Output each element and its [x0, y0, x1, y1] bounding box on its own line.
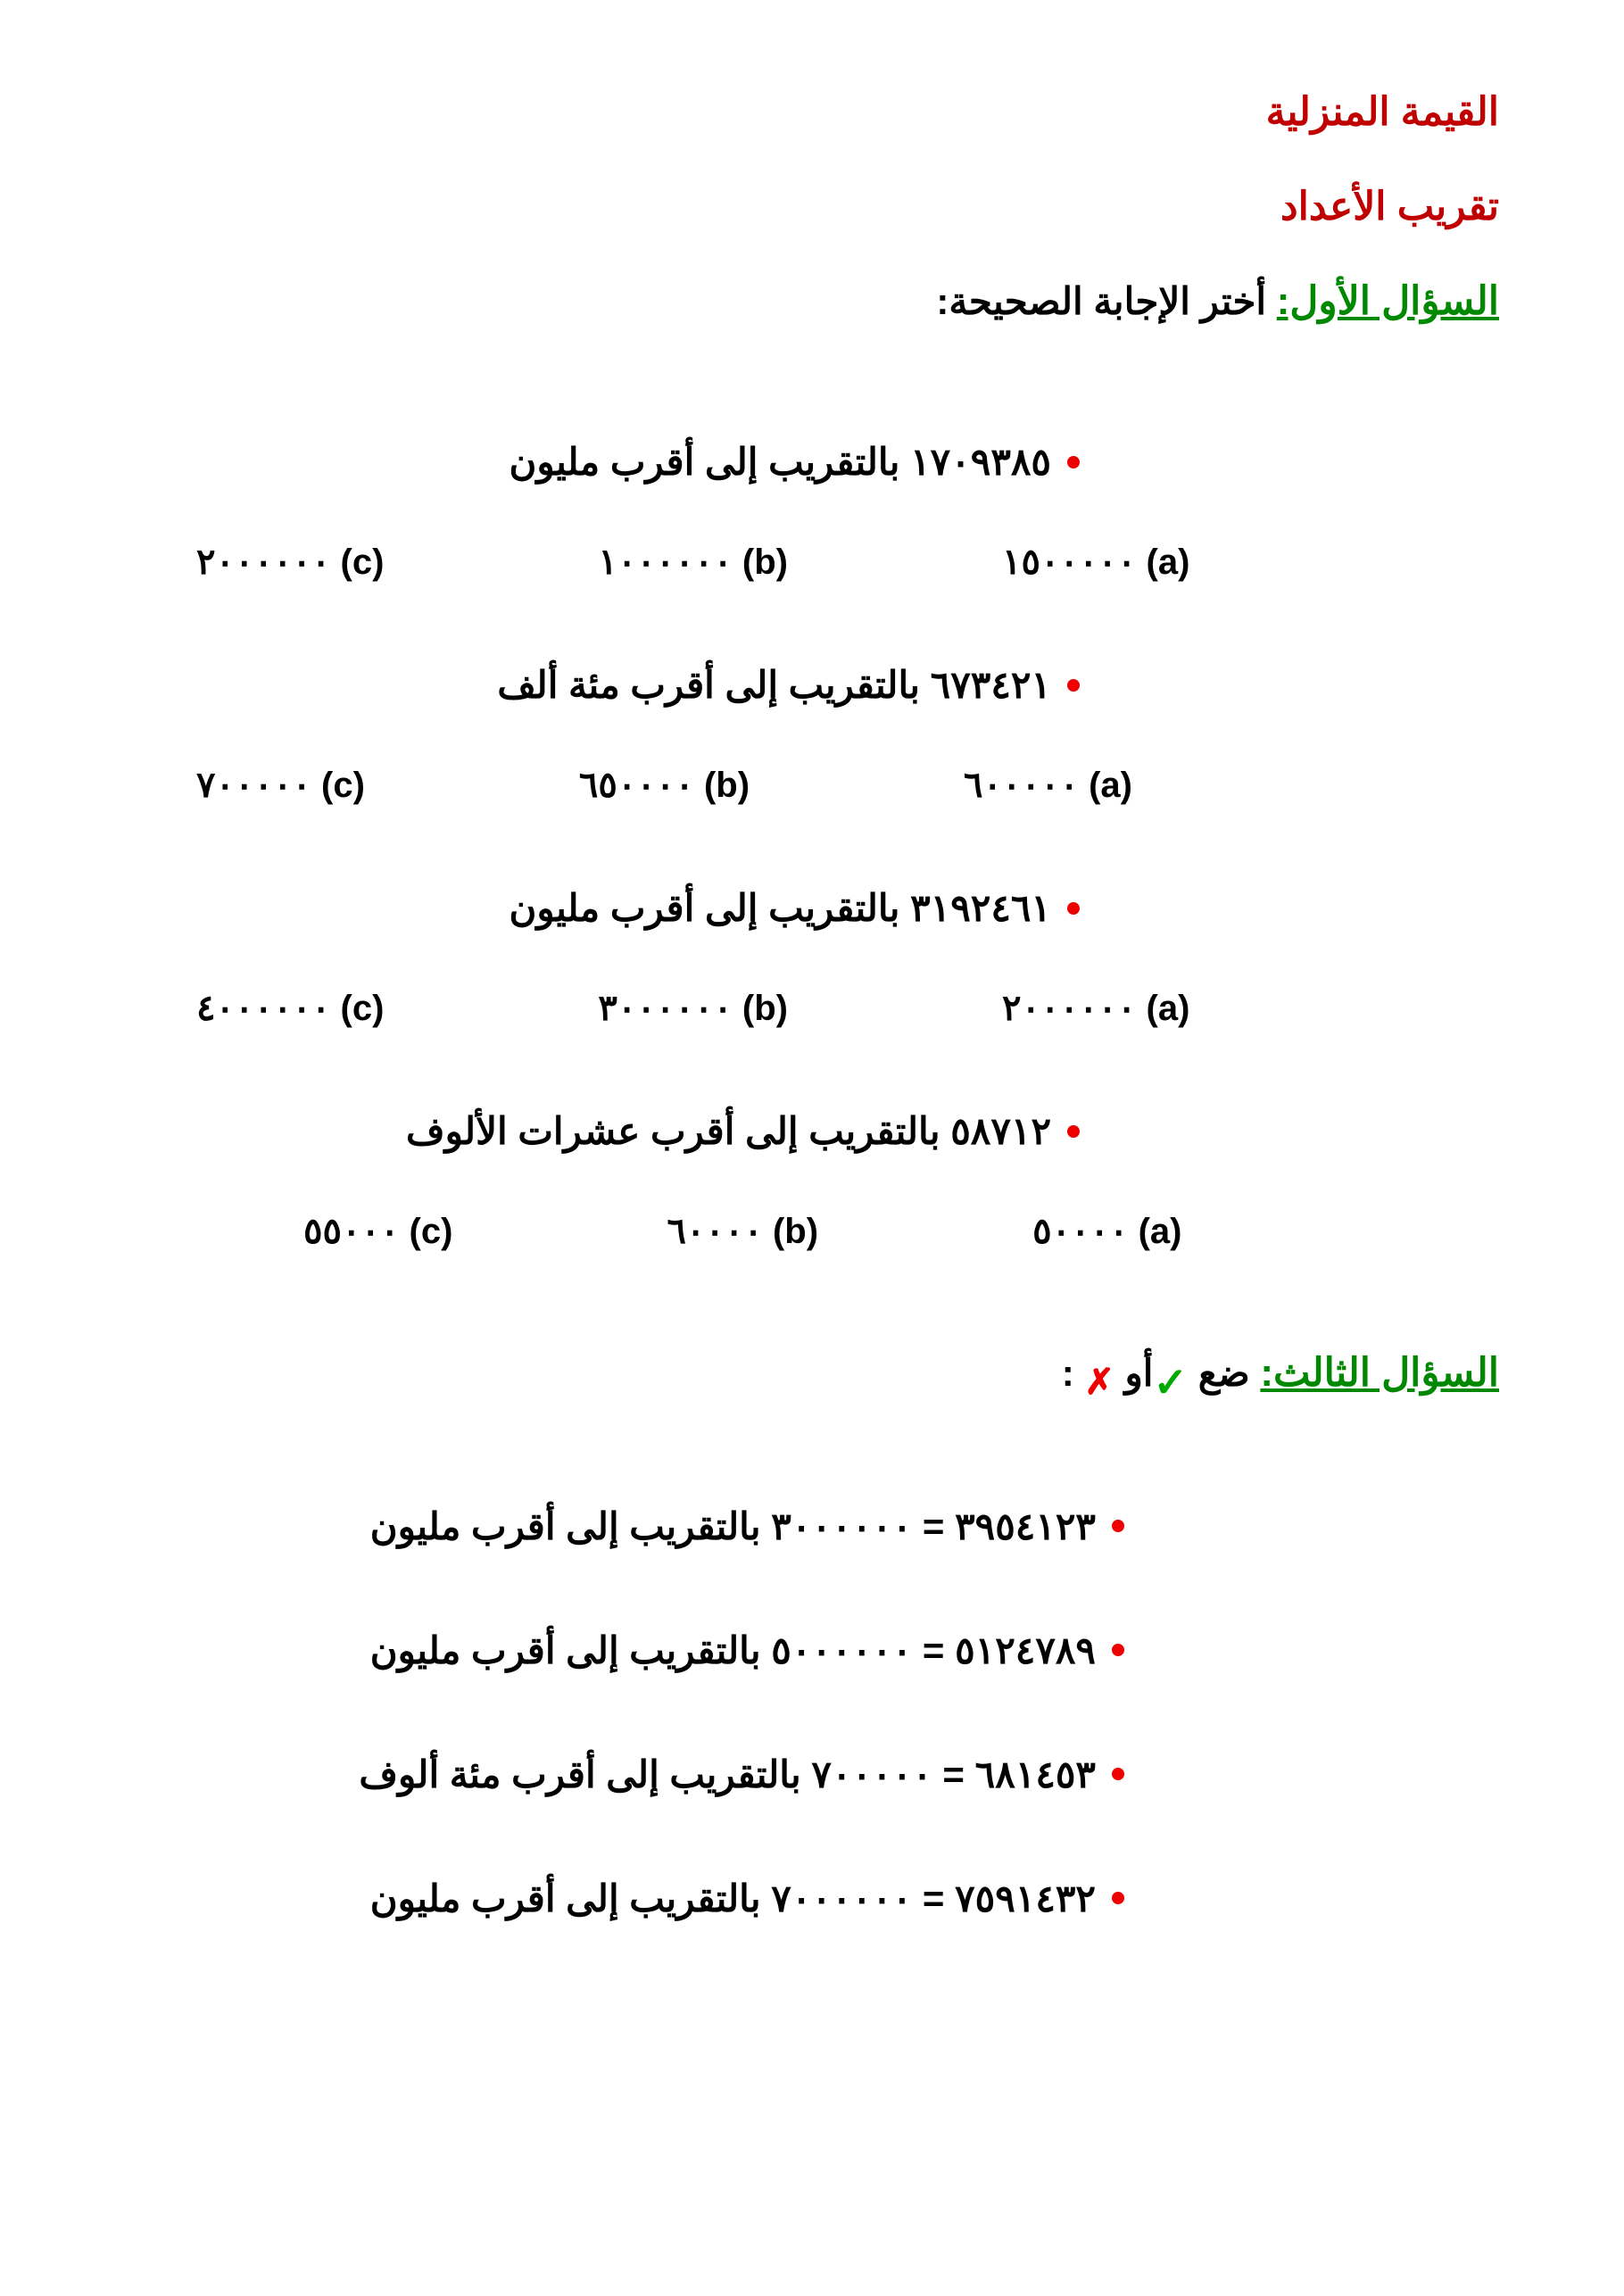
cross-icon: ✗ [1084, 1362, 1114, 1403]
q1-item-3-options: ٤٠٠٠٠٠٠ (c) ٣٠٠٠٠٠٠ (b) ٢٠٠٠٠٠٠ (a) [196, 988, 1356, 1029]
q1-i2-opt-b: ٦٥٠٠٠٠ (b) [579, 765, 750, 806]
q3-item-1: ٣٩٥٤١٢٣ = ٣٠٠٠٠٠٠ بالتقريب إلى أقرب مليو… [125, 1504, 1124, 1548]
check-icon: ✓ [1153, 1358, 1188, 1406]
q1-prompt: أختر الإجابة الصحيحة: [936, 280, 1276, 322]
bullet-icon [1067, 902, 1080, 915]
q1-i2-opt-a: ٦٠٠٠٠٠ (a) [964, 765, 1132, 806]
bullet-icon [1112, 1768, 1124, 1780]
q3-item-4: ٧٥٩١٤٣٢ = ٧٠٠٠٠٠٠ بالتقريب إلى أقرب مليو… [125, 1877, 1124, 1920]
q3-item-3: ٦٨١٤٥٣ = ٧٠٠٠٠٠ بالتقريب إلى أقرب مئة أل… [125, 1753, 1124, 1796]
q3-item-2-text: ٥١٢٤٧٨٩ = ٥٠٠٠٠٠٠ بالتقريب إلى أقرب مليو… [370, 1629, 1096, 1672]
q1-i4-opt-b: ٦٠٠٠٠ (b) [667, 1211, 818, 1252]
q1-i1-opt-c: ٢٠٠٠٠٠٠ (c) [196, 542, 384, 583]
q1-header: السؤال الأول: أختر الإجابة الصحيحة: [125, 278, 1499, 324]
q1-i3-opt-a: ٢٠٠٠٠٠٠ (a) [1002, 988, 1189, 1029]
q1-item-4-options: ٥٥٠٠٠ (c) ٦٠٠٠٠ (b) ٥٠٠٠٠ (a) [303, 1211, 1463, 1252]
title-line-1: القيمة المنزلية [125, 89, 1499, 135]
q1-item-3-text: ٣١٩٢٤٦١ بالتقريب إلى أقرب مليون [510, 886, 1051, 930]
q1-item-1-options: ٢٠٠٠٠٠٠ (c) ١٠٠٠٠٠٠ (b) ١٥٠٠٠٠٠ (a) [196, 542, 1356, 583]
q1-item-3: ٣١٩٢٤٦١ بالتقريب إلى أقرب مليون [125, 886, 1080, 930]
q1-item-4: ٥٨٧١٢ بالتقريب إلى أقرب عشرات الألوف [125, 1109, 1080, 1153]
q1-i1-opt-a: ١٥٠٠٠٠٠ (a) [1002, 542, 1189, 583]
q1-item-2-options: ٧٠٠٠٠٠ (c) ٦٥٠٠٠٠ (b) ٦٠٠٠٠٠ (a) [196, 765, 1356, 806]
q1-i3-opt-c: ٤٠٠٠٠٠٠ (c) [196, 988, 384, 1029]
q1-item-1-text: ١٧٠٩٣٨٥ بالتقريب إلى أقرب مليون [510, 440, 1051, 484]
q3-label: السؤال الثالث: [1260, 1351, 1499, 1395]
q1-item-2-text: ٦٧٣٤٢١ بالتقريب إلى أقرب مئة ألف [497, 663, 1051, 707]
bullet-icon [1067, 1125, 1080, 1138]
bullet-icon [1112, 1520, 1124, 1532]
bullet-icon [1067, 679, 1080, 692]
q1-i3-opt-b: ٣٠٠٠٠٠٠ (b) [598, 988, 788, 1029]
bullet-icon [1067, 456, 1080, 468]
q3-item-4-text: ٧٥٩١٤٣٢ = ٧٠٠٠٠٠٠ بالتقريب إلى أقرب مليو… [370, 1877, 1096, 1920]
q1-i2-opt-c: ٧٠٠٠٠٠ (c) [196, 765, 365, 806]
q1-item-4-text: ٥٨٧١٢ بالتقريب إلى أقرب عشرات الألوف [406, 1109, 1051, 1153]
q3-item-1-text: ٣٩٥٤١٢٣ = ٣٠٠٠٠٠٠ بالتقريب إلى أقرب مليو… [370, 1504, 1096, 1548]
q1-i4-opt-a: ٥٠٠٠٠ (a) [1032, 1211, 1181, 1252]
q3-item-3-text: ٦٨١٤٥٣ = ٧٠٠٠٠٠ بالتقريب إلى أقرب مئة أل… [359, 1753, 1096, 1796]
title-line-2: تقريب الأعداد [125, 184, 1499, 229]
q3-item-2: ٥١٢٤٧٨٩ = ٥٠٠٠٠٠٠ بالتقريب إلى أقرب مليو… [125, 1629, 1124, 1672]
q1-item-1: ١٧٠٩٣٨٥ بالتقريب إلى أقرب مليون [125, 440, 1080, 484]
q1-item-2: ٦٧٣٤٢١ بالتقريب إلى أقرب مئة ألف [125, 663, 1080, 707]
bullet-icon [1112, 1644, 1124, 1656]
bullet-icon [1112, 1892, 1124, 1904]
q1-label: السؤال الأول: [1277, 279, 1499, 323]
q3-header: السؤال الثالث: ضع ✓أو ✗ : [125, 1350, 1499, 1406]
q1-i4-opt-c: ٥٥٠٠٠ (c) [303, 1211, 452, 1252]
q1-i1-opt-b: ١٠٠٠٠٠٠ (b) [598, 542, 788, 583]
